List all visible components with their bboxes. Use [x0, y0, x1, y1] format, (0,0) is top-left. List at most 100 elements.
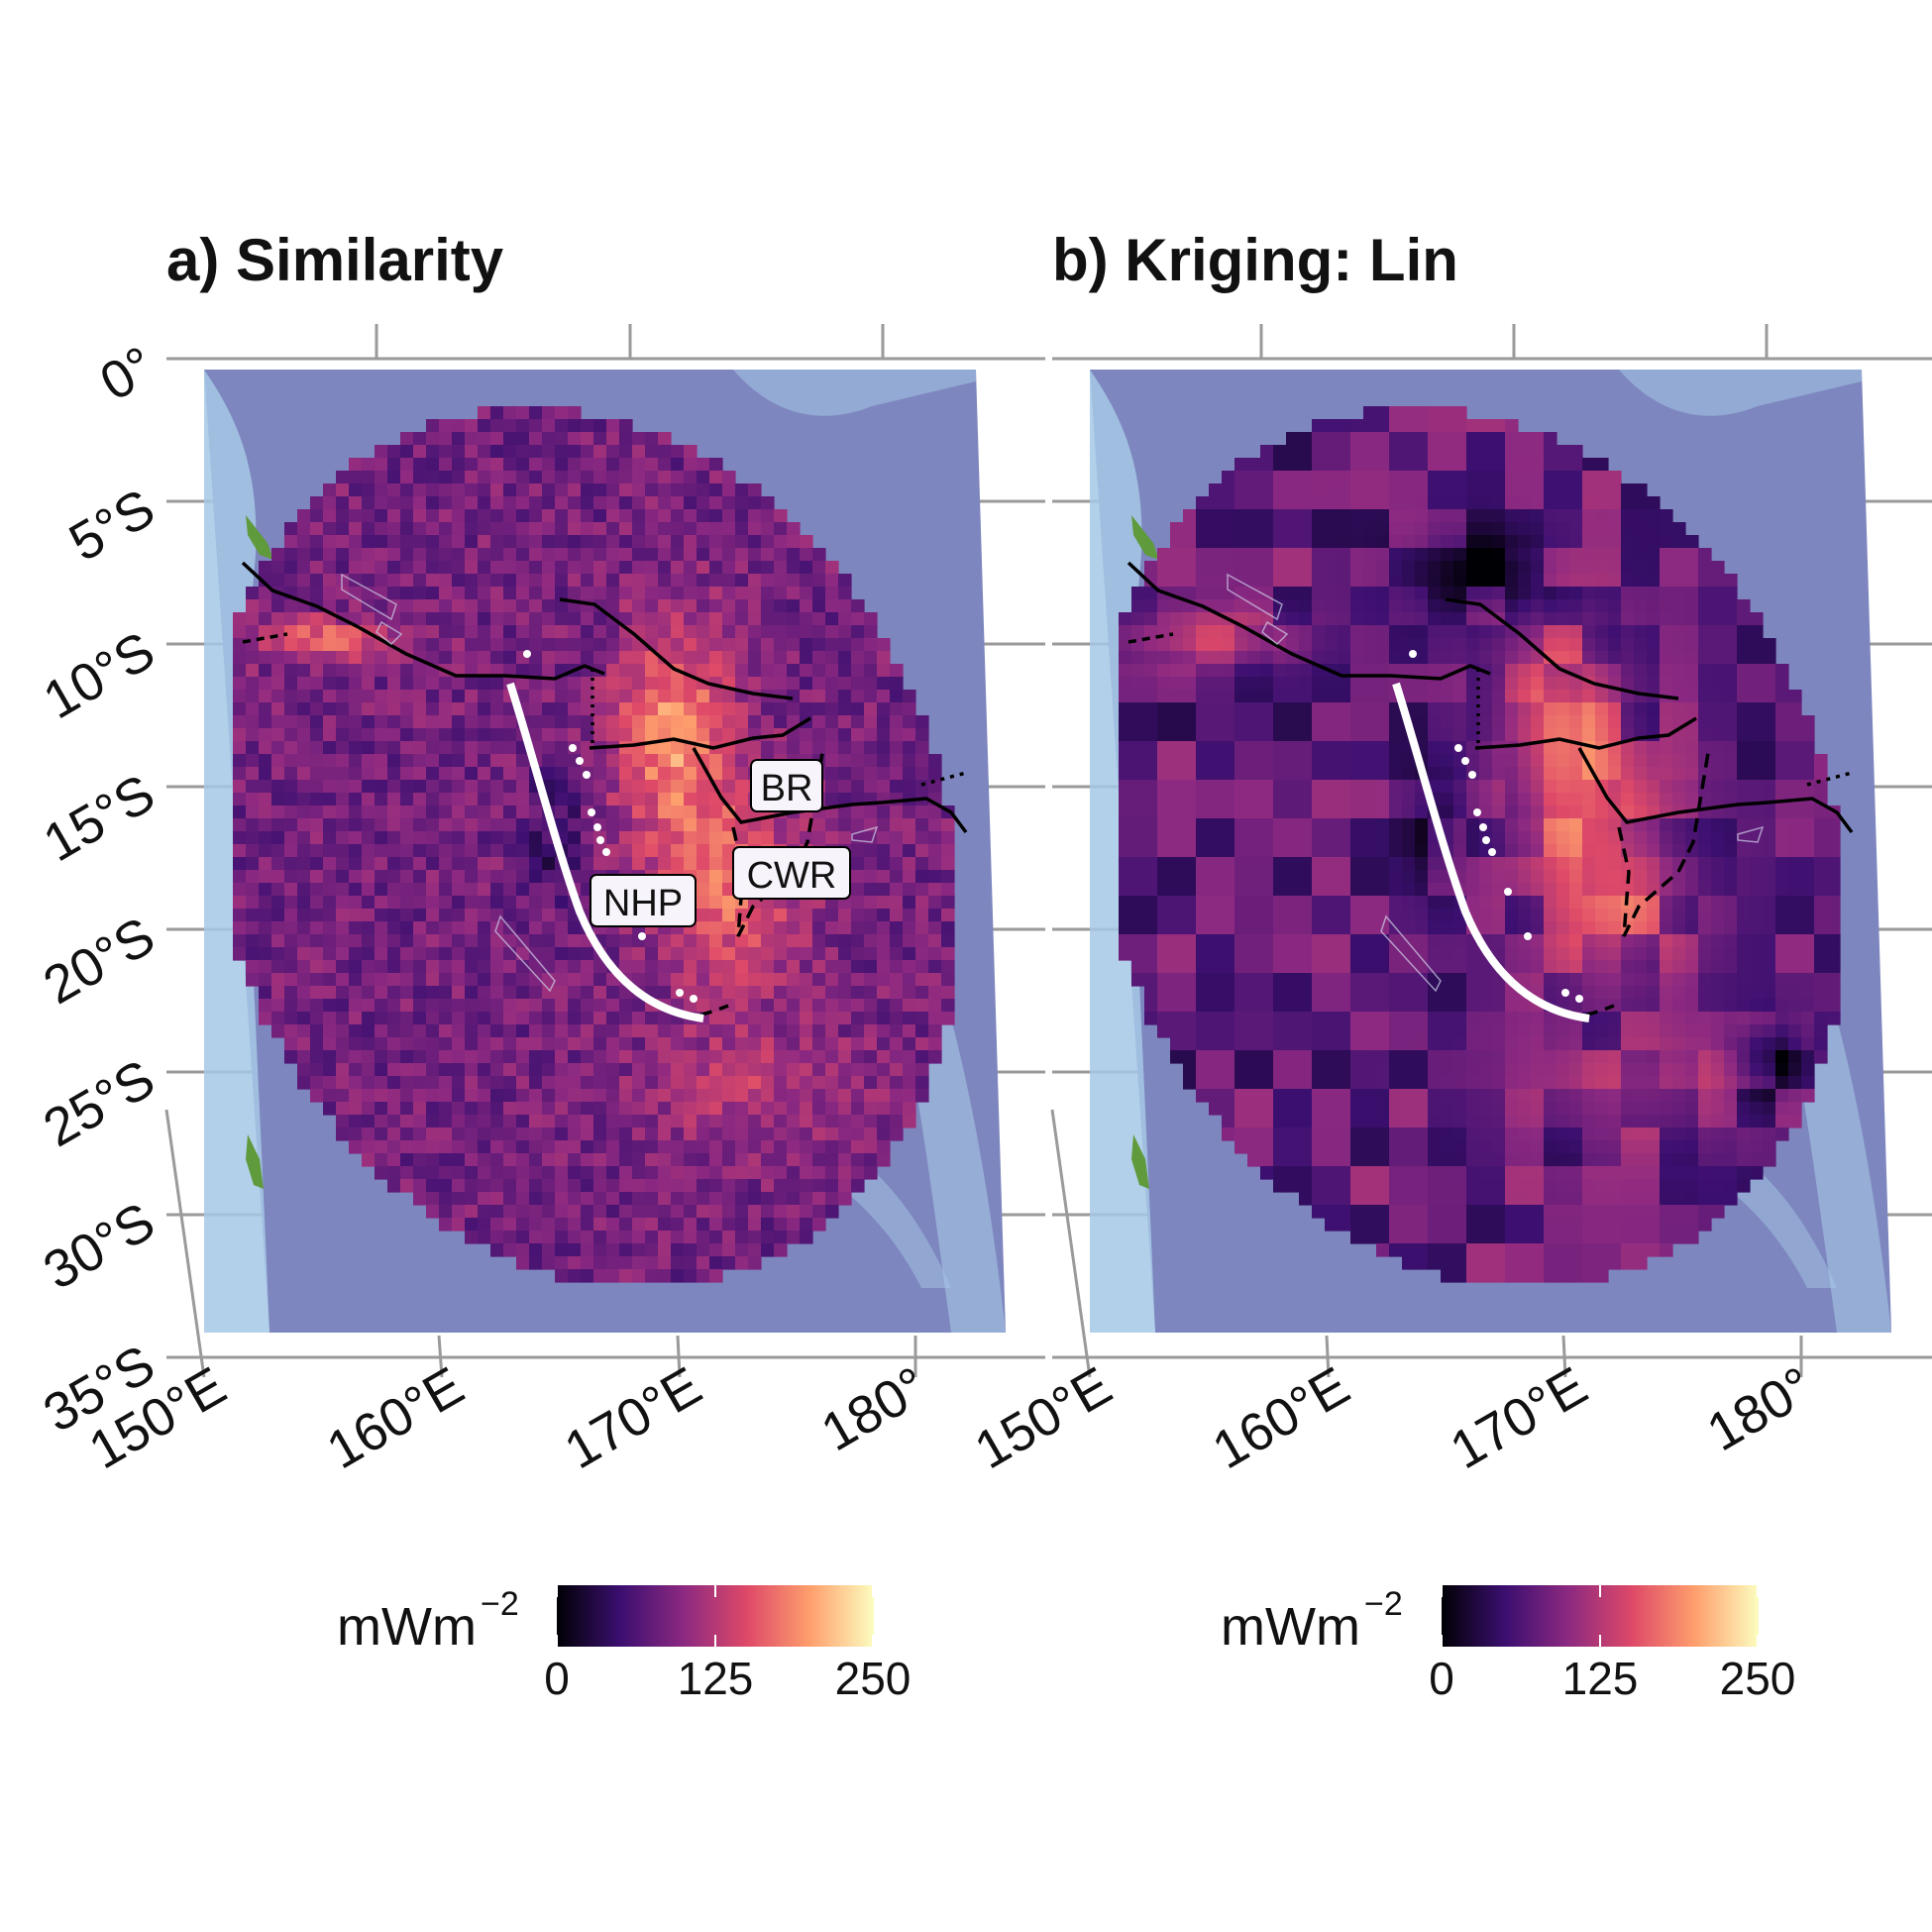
heatflow-cell	[1556, 651, 1570, 665]
heatflow-cell	[1569, 483, 1583, 497]
heatflow-cell	[1363, 483, 1377, 497]
heatflow-cell	[323, 883, 337, 897]
heatflow-cell	[800, 1037, 813, 1051]
heatflow-cell	[838, 638, 852, 652]
heatflow-cell	[1286, 870, 1300, 884]
heatflow-cell	[671, 471, 685, 484]
heatflow-cell	[1325, 909, 1339, 922]
heatflow-cell	[1608, 715, 1622, 729]
heatflow-cell	[735, 1140, 749, 1154]
heatflow-cell	[1415, 458, 1429, 472]
heatflow-cell	[903, 857, 916, 871]
heatflow-cell	[413, 638, 427, 652]
heatflow-cell	[1750, 664, 1764, 678]
heatflow-cell	[1260, 445, 1274, 459]
heatflow-cell	[503, 1192, 517, 1206]
heatflow-cell	[362, 702, 376, 716]
heatflow-cell	[684, 947, 698, 961]
heatflow-cell	[465, 805, 479, 819]
heatflow-cell	[1556, 715, 1570, 729]
heatflow-cell	[1582, 664, 1596, 678]
heatflow-cell	[568, 715, 582, 729]
heatflow-cell	[323, 690, 337, 703]
heatflow-cell	[619, 483, 633, 497]
heatflow-cell	[1131, 883, 1145, 897]
heatflow-cell	[233, 780, 247, 794]
heatflow-cell	[877, 986, 891, 1000]
heatflow-cell	[529, 1102, 543, 1116]
heatflow-cell	[233, 947, 247, 961]
heatflow-cell	[1415, 702, 1429, 716]
heatflow-cell	[1363, 921, 1377, 935]
heatflow-cell	[1363, 625, 1377, 639]
heatflow-cell	[1492, 638, 1506, 652]
heatflow-cell	[1647, 496, 1661, 510]
heatflow-cell	[271, 638, 285, 652]
heatflow-cell	[606, 1231, 620, 1244]
heatflow-cell	[1531, 548, 1545, 562]
heatflow-cell	[1582, 535, 1596, 549]
heatflow-cell	[787, 535, 801, 549]
heatflow-cell	[838, 986, 852, 1000]
heatflow-cell	[1299, 664, 1313, 678]
heatflow-cell	[581, 1089, 594, 1103]
heatflow-cell	[774, 831, 788, 845]
heatflow-cell	[1660, 754, 1673, 768]
heatflow-cell	[1196, 857, 1210, 871]
heatflow-cell	[259, 818, 272, 832]
heatflow-cell	[787, 909, 801, 922]
heatflow-cell	[1492, 921, 1506, 935]
heatflow-cell	[516, 818, 530, 832]
heatflow-cell	[606, 432, 620, 446]
heatflow-cell	[1376, 741, 1390, 755]
heatflow-cell	[1234, 767, 1248, 781]
heatflow-cell	[400, 947, 414, 961]
heatflow-cell	[297, 1024, 311, 1038]
heatflow-cell	[1492, 509, 1506, 523]
heatflow-cell	[1737, 728, 1751, 742]
heatflow-cell	[465, 471, 479, 484]
heatflow-cell	[632, 664, 646, 678]
heatflow-cell	[774, 522, 788, 536]
heatflow-cell	[709, 1127, 723, 1141]
heatflow-cell	[387, 715, 401, 729]
heatflow-cell	[722, 1192, 736, 1206]
heatflow-cell	[722, 702, 736, 716]
heatflow-cell	[761, 715, 775, 729]
heatflow-cell	[297, 857, 311, 871]
heatflow-cell	[1634, 483, 1648, 497]
heatflow-cell	[1582, 522, 1596, 536]
heatflow-cell	[1672, 818, 1686, 832]
heatflow-cell	[490, 999, 504, 1013]
heatflow-cell	[787, 1076, 801, 1090]
heatflow-cell	[1737, 767, 1751, 781]
heatflow-cell	[1556, 870, 1570, 884]
heatflow-cell	[1634, 883, 1648, 897]
heatflow-cell	[1672, 767, 1686, 781]
heatflow-cell	[555, 561, 569, 575]
heatflow-cell	[1260, 561, 1274, 575]
heatflow-cell	[890, 741, 904, 755]
heatflow-cell	[1183, 702, 1197, 716]
heatflow-cell	[1338, 419, 1351, 433]
heatflow-cell	[349, 1024, 363, 1038]
heatflow-cell	[838, 1102, 852, 1116]
heatflow-cell	[426, 638, 440, 652]
heatflow-cell	[478, 1089, 491, 1103]
heatflow-cell	[903, 1050, 916, 1064]
heatflow-cell	[542, 754, 556, 768]
heatflow-cell	[812, 677, 826, 691]
heatflow-cell	[645, 1012, 659, 1025]
heatflow-cell	[1325, 780, 1339, 794]
heatflow-cell	[851, 715, 865, 729]
heatflow-cell	[1479, 535, 1493, 549]
heatflow-cell	[684, 1089, 698, 1103]
heatflow-cell	[1531, 599, 1545, 613]
heatflow-cell	[774, 574, 788, 588]
heatflow-cell	[877, 805, 891, 819]
heatflow-cell	[658, 574, 672, 588]
heatflow-cell	[452, 1115, 466, 1128]
heatflow-cell	[375, 458, 388, 472]
heatflow-cell	[503, 999, 517, 1013]
heatflow-cell	[890, 831, 904, 845]
